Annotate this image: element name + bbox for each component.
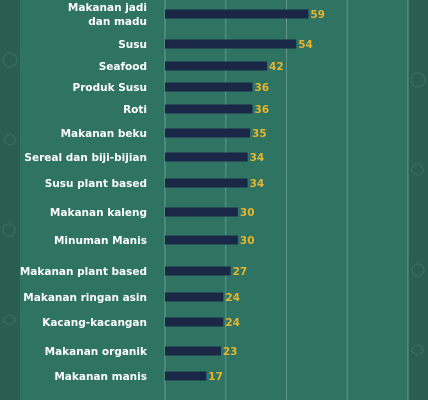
- bar: [165, 346, 221, 356]
- category-label: Makanan ringan asin: [23, 292, 147, 304]
- bar: [165, 317, 224, 327]
- category-label: Makanan beku: [61, 128, 147, 140]
- bar: [165, 371, 207, 381]
- gridlines: [164, 0, 409, 400]
- decor-fruit-icon: [411, 263, 425, 277]
- value-label: 34: [250, 152, 265, 164]
- category-label: Produk Susu: [73, 82, 147, 94]
- bar: [165, 235, 238, 245]
- bar: [165, 292, 224, 302]
- bar: [165, 207, 238, 217]
- bar: [165, 104, 253, 114]
- bars: [165, 9, 309, 381]
- value-label: 27: [233, 266, 248, 278]
- value-label: 17: [208, 371, 223, 383]
- value-label: 36: [254, 82, 269, 94]
- decor-leaf-icon: [3, 133, 17, 146]
- category-labels: Makanan jadi dan madu Susu Seafood Produk Su…: [20, 2, 148, 383]
- decor-leaf-icon: [2, 52, 18, 68]
- category-label: Susu plant based: [45, 178, 147, 190]
- value-label: 30: [240, 235, 255, 247]
- value-label: 23: [223, 346, 238, 358]
- bar: [165, 61, 268, 71]
- value-label: 30: [240, 207, 255, 219]
- decor-fruit-icon: [410, 72, 426, 88]
- bar: [165, 178, 248, 188]
- value-label: 35: [252, 128, 267, 140]
- category-label: Roti: [123, 104, 147, 116]
- value-label: 34: [250, 178, 265, 190]
- category-label: Susu: [118, 39, 147, 51]
- category-label: Makanan jadi dan madu: [68, 2, 147, 28]
- category-label: Minuman Manis: [54, 235, 147, 247]
- decor-leaf-icon: [410, 344, 425, 356]
- decor-leaf-icon: [410, 163, 425, 176]
- bar: [165, 9, 309, 19]
- value-label: 24: [225, 292, 240, 304]
- value-label: 54: [298, 39, 313, 51]
- category-label: Makanan manis: [54, 371, 147, 383]
- bar: [165, 128, 251, 138]
- bar: [165, 39, 297, 49]
- category-label: Makanan plant based: [20, 266, 147, 278]
- value-label: 42: [269, 61, 284, 73]
- category-label: Sereal dan biji-bijian: [24, 152, 147, 164]
- value-label: 24: [225, 317, 240, 329]
- category-label: Seafood: [99, 61, 147, 73]
- decor-fruit-icon: [2, 223, 16, 237]
- bar: [165, 82, 253, 92]
- category-label: Kacang-kacangan: [42, 317, 147, 329]
- bar: [165, 152, 248, 162]
- decor-leaf-icon: [2, 314, 17, 326]
- category-label: Makanan kaleng: [50, 207, 147, 219]
- value-label: 59: [310, 9, 325, 21]
- category-label: Makanan organik: [45, 346, 148, 358]
- bar: [165, 266, 231, 276]
- value-label: 36: [254, 104, 269, 116]
